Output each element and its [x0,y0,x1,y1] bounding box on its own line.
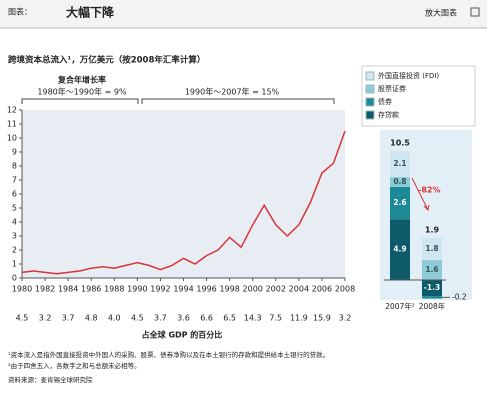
header-bg [0,0,487,28]
x-tick-label: 1980 [12,285,32,294]
zoom-icon[interactable] [470,7,480,17]
legend-label: 存贷款 [378,110,399,119]
bracket [141,98,335,104]
y-tick-label: 7 [12,176,17,185]
x-tick-label: 1990 [127,285,147,294]
zoom-button[interactable]: 放大图表 [425,8,457,18]
legend-swatch [365,97,375,107]
y-tick-label: 2 [12,246,17,255]
x-tick-label: 1986 [81,285,101,294]
footnote: ²由于四舍五入，各数字之和与总额未必相等。 [8,361,141,370]
x-tick-label: 1996 [196,285,216,294]
row-value: 3.2 [339,314,352,323]
annotation: 1980年～1990年 = 9% [37,87,127,97]
y-tick-label: 6 [12,190,17,199]
bracket [21,98,139,104]
bar-segment [422,296,442,299]
plot-bg [22,110,345,278]
bar-segment [422,260,442,280]
line [21,130,346,275]
bar-segment [390,177,410,187]
y-tick-label: 12 [7,106,17,115]
y-tick-label: 9 [12,148,17,157]
bar-label: 2.1 [393,159,406,168]
x-tick-label: 1998 [219,285,239,294]
y-tick-label: 0 [12,274,17,283]
x-tick-label: 1992 [150,285,170,294]
bar-segment [422,237,442,261]
bar-label: -1.3 [424,283,440,292]
legend-label: 债券 [378,97,392,106]
row-value: 4.8 [85,314,98,323]
header-title: 大幅下降 [66,5,115,20]
x-tick-label: 1982 [35,285,55,294]
x-tick-label: 2002 [266,285,286,294]
bar-label: 0.8 [393,177,406,186]
total-label: 10.5 [390,139,410,148]
row-value: 6.5 [223,314,236,323]
row-value: 15.9 [313,314,331,323]
bar-label: 1.8 [425,244,438,253]
chart-title: 跨境资本总流入¹，万亿美元（按2008年汇率计算） [8,55,205,66]
bar-segment [390,187,410,220]
row-value: 14.3 [244,314,262,323]
x-tick-label: 2007年² [385,301,415,311]
row-value: 4.5 [131,314,144,323]
row-value: 3.2 [39,314,52,323]
x-tick-label: 2006 [312,285,332,294]
row-value: 11.9 [290,314,308,323]
bar-label: -0.2 [452,292,467,301]
row-value: 3.6 [177,314,190,323]
legend-swatch [365,71,375,81]
x-tick-label: 2008 [335,285,355,294]
y-tick-label: 11 [7,120,17,129]
footnote: ¹资本流入是指外国直接投资中外国人的采购、股票、债券净购以及在本土银行的存款和提… [8,350,329,359]
row-value: 4.0 [108,314,121,323]
legend-label: 股票证券 [378,84,406,93]
annotation-title: 复合年增长率 [57,75,106,85]
row-title: 占全球 GDP 的百分比 [142,330,223,340]
legend-swatch [365,110,375,120]
row-value: 6.6 [200,314,213,323]
y-tick-label: 1 [12,260,17,269]
row-value: 3.7 [154,314,167,323]
x-tick-label: 2000 [243,285,263,294]
y-tick-label: 5 [12,204,17,213]
x-tick-label: 2004 [289,285,309,294]
row-value: 3.7 [62,314,75,323]
y-tick-label: 3 [12,232,17,241]
arrow [411,177,430,212]
x-tick-label: 2008年 [419,301,446,311]
legend-swatch [365,84,375,94]
y-tick-label: 8 [12,162,17,171]
bar-label: 4.9 [393,245,406,254]
total-label: 1.9 [425,225,440,234]
header-label: 图表： [8,7,32,17]
x-tick-label: 1994 [173,285,193,294]
legend-label: 外国直接投资 (FDI) [378,71,439,80]
bar-label: 1.6 [425,265,438,274]
row-value: 7.5 [269,314,282,323]
y-tick-label: 10 [7,134,17,143]
bar-segment [390,219,410,280]
x-tick-label: 1984 [58,285,78,294]
source: 资料来源：麦肯锡全球研究院 [8,375,93,384]
y-tick-label: 4 [12,218,17,227]
row-value: 4.5 [16,314,29,323]
x-tick-label: 1988 [104,285,124,294]
bar-label: 2.6 [393,198,406,207]
annotation: 1990年～2007年 = 15% [185,87,280,97]
legend-box [361,65,476,127]
change-label: -82% [418,186,440,195]
bar-segment [390,151,410,178]
bar-segment [422,280,442,297]
